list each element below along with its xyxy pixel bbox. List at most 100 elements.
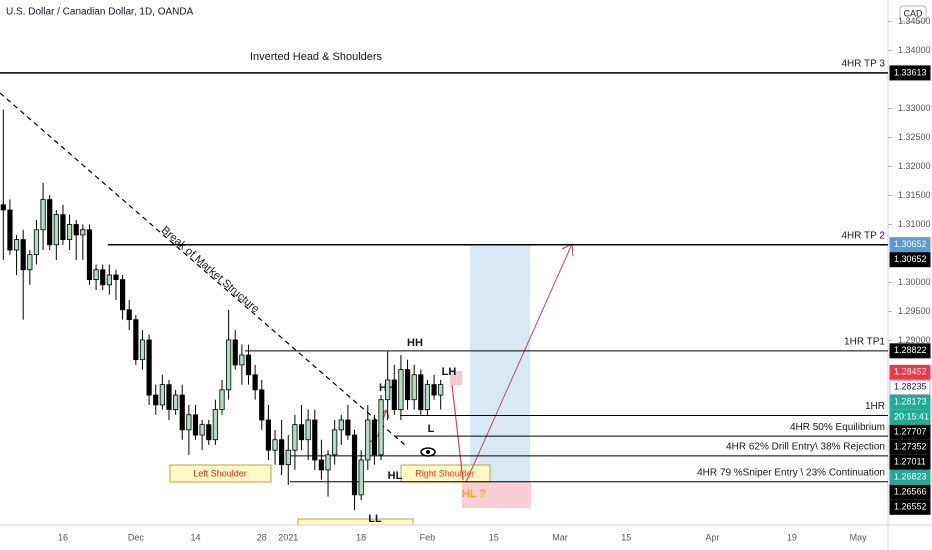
x-tick-label: 16 (58, 532, 68, 542)
price-tag: 1.28235 (889, 379, 931, 395)
candle-body (212, 409, 218, 441)
candle-body (153, 394, 159, 406)
price-tag: 1.26823 (889, 469, 931, 485)
level-label: 4HR 50% Equilibrium (790, 422, 885, 433)
pattern-label: Inverted Head & Shoulders (250, 51, 383, 63)
x-tick-label: Apr (705, 532, 719, 542)
price-tag: 1.30652 (889, 252, 931, 268)
candle-body (418, 374, 424, 410)
price-tag-label: 1.28235 (894, 382, 927, 392)
y-tick-label: 1.29500 (898, 306, 931, 316)
candle-body (371, 419, 378, 456)
price-tag: 1.26552 (889, 499, 931, 515)
left-shoulder-label: Left Shoulder (193, 468, 247, 478)
y-tick-label: 1.34500 (898, 16, 931, 26)
ll-box (297, 518, 414, 526)
currency-label[interactable]: CAD (903, 8, 923, 18)
x-tick-label: Dec (128, 532, 145, 542)
candle-body (378, 399, 384, 456)
price-tag-bg (889, 237, 931, 253)
candle-body (27, 254, 33, 271)
price-tag-label: 1.28452 (894, 367, 927, 377)
y-tick-label: 1.29000 (898, 335, 931, 345)
candle-body (325, 454, 331, 471)
candle-body (206, 424, 212, 441)
level-label: 1HR (865, 401, 885, 412)
candle-body (93, 269, 99, 281)
y-tick-label: 1.32000 (898, 161, 931, 171)
candle-body (351, 434, 358, 496)
x-tick-label: 18 (356, 532, 366, 542)
price-tag-bg (889, 379, 931, 395)
candle-body (298, 424, 305, 441)
x-tick-label: 15 (621, 532, 631, 542)
bms-label: Break of Market Structure (159, 224, 261, 315)
candle-body (391, 379, 397, 410)
price-tag-bg (889, 65, 931, 81)
candle-body (232, 339, 238, 366)
l-label: L (428, 423, 435, 435)
price-tag-bg (889, 409, 931, 425)
y-tick-label: 1.33000 (898, 103, 931, 113)
price-tag: 1.27352 (889, 439, 931, 455)
x-tick-label: 2021 (278, 532, 298, 542)
hl-label: HL (388, 470, 403, 482)
lh-label: LH (442, 366, 457, 378)
candle-body (404, 369, 411, 401)
candle-body (279, 439, 285, 466)
candle-body (173, 394, 179, 410)
candle-body (73, 224, 79, 236)
price-tag-bg (889, 499, 931, 515)
level-label: 1HR TP1 (844, 336, 885, 347)
price-tag-bg (889, 484, 931, 500)
candle-body (305, 419, 311, 441)
price-tag-label: 1.26566 (894, 487, 927, 497)
candle-body (252, 374, 258, 391)
candle-body (332, 429, 338, 456)
price-tag-label: 1.27352 (894, 442, 927, 452)
x-tick-label: 14 (190, 532, 200, 542)
candle-body (146, 339, 152, 396)
price-tag-bg (889, 394, 931, 410)
currency-box[interactable] (899, 5, 927, 23)
eye-pupil (426, 450, 430, 454)
hl-question-label: HL ? (462, 488, 487, 500)
candle-body (40, 199, 46, 231)
candle-body (106, 274, 112, 286)
price-tag-label: 1.26823 (894, 472, 927, 482)
candle-body (411, 374, 417, 401)
price-tag-bg (889, 364, 931, 380)
candle-body (245, 354, 252, 376)
candle-body (100, 269, 106, 286)
candle-body (13, 239, 20, 251)
y-tick-label: 1.30000 (898, 277, 931, 287)
y-tick-label: 1.32500 (898, 132, 931, 142)
price-tag-bg (889, 439, 931, 455)
price-tag-label: 1.27707 (894, 427, 927, 437)
candle-body (312, 419, 318, 461)
candle-body (292, 424, 298, 451)
hh-label: HH (407, 337, 423, 349)
candle-body (179, 394, 185, 431)
level-label: 4HR TP 3 (841, 59, 885, 70)
stop-zone (462, 482, 531, 508)
x-tick-label: Mar (552, 532, 568, 542)
candle-body (338, 419, 344, 431)
candle-body (265, 419, 271, 451)
price-tag-bg (889, 252, 931, 268)
price-tag: 1.27011 (889, 454, 931, 470)
chart-title: U.S. Dollar / Canadian Dollar, 1D, OANDA (6, 7, 194, 18)
candle-body (345, 419, 351, 436)
candle-body (20, 239, 26, 271)
candle-body (199, 424, 205, 436)
candle-body (0, 204, 6, 211)
candle-body (66, 224, 73, 240)
price-tag-label: 1.26552 (894, 502, 927, 512)
candle-body (159, 384, 165, 406)
level-label: 4HR 62% Drill Entry\ 38% Rejection (726, 442, 885, 453)
price-tag-bg (889, 454, 931, 470)
level-label: 4HR TP 2 (841, 230, 885, 241)
price-tag-label: 1.30652 (894, 239, 927, 249)
price-tag: 1.28822 (889, 343, 931, 359)
